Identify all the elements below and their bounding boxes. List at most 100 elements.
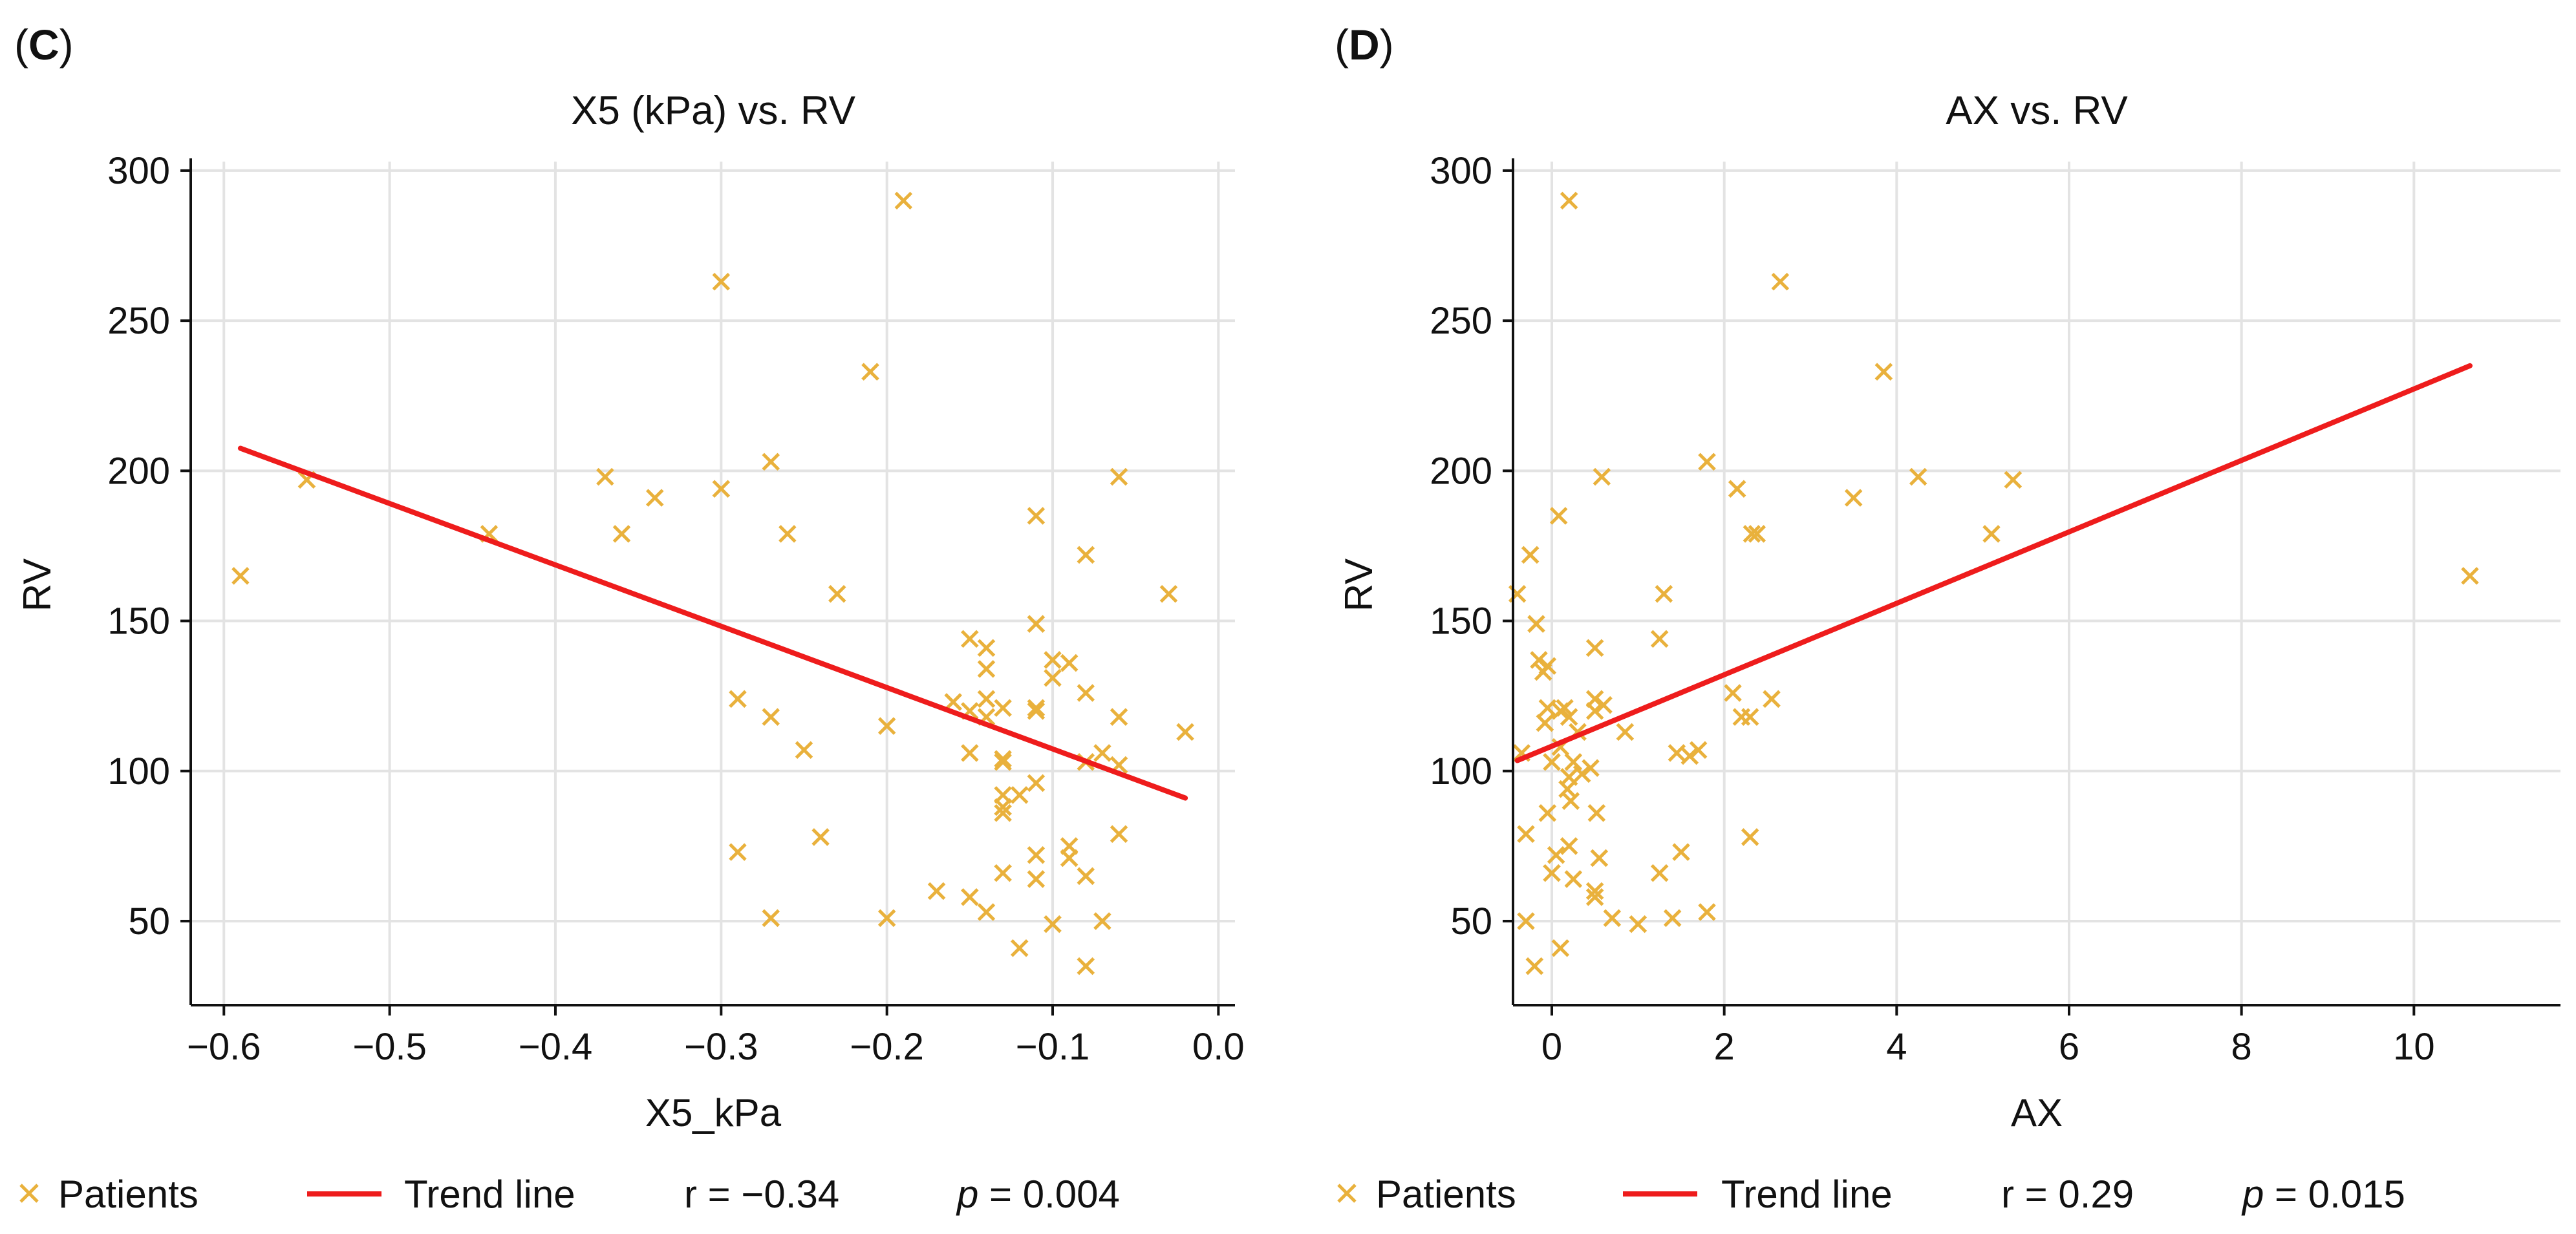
data-point xyxy=(828,584,846,603)
trend-line xyxy=(237,445,1188,801)
x-tick-label: −0.4 xyxy=(519,1026,593,1068)
data-point xyxy=(1077,867,1095,886)
x-tick-label: −0.1 xyxy=(1016,1026,1090,1068)
data-point xyxy=(1159,584,1178,603)
data-point xyxy=(2461,567,2479,585)
data-point xyxy=(977,639,996,657)
panel-d-x-label: AX xyxy=(2011,1091,2063,1134)
panel-d-grid xyxy=(1513,162,2560,1005)
data-point xyxy=(1663,909,1682,928)
x-tick-label: −0.5 xyxy=(352,1026,427,1068)
x-tick-label: −0.3 xyxy=(684,1026,758,1068)
data-point xyxy=(1110,825,1128,844)
data-point xyxy=(877,717,896,735)
data-point xyxy=(961,630,979,648)
panel-d-y-ticks: 50 100 150 200 250 300 xyxy=(1430,150,1513,942)
data-point xyxy=(1655,584,1673,603)
y-tick-label: 250 xyxy=(107,300,170,342)
data-point xyxy=(1564,870,1583,888)
panel-d-title: AX vs. RV xyxy=(1946,89,2128,133)
panel-c-x-ticks: −0.6 −0.5 −0.4 −0.3 −0.2 −0.1 0.0 xyxy=(187,1005,1245,1068)
data-point xyxy=(1572,765,1591,783)
panel-c-title: X5 (kPa) vs. RV xyxy=(571,89,856,133)
y-tick-label: 300 xyxy=(1430,150,1492,192)
data-point xyxy=(1564,753,1583,771)
data-point xyxy=(231,567,250,585)
x-tick-label: −0.6 xyxy=(187,1026,261,1068)
x-tick-label: 0.0 xyxy=(1192,1026,1245,1068)
data-point xyxy=(994,750,1012,768)
legend-patients-label: Patients xyxy=(58,1173,199,1216)
panel-c-grid xyxy=(191,162,1235,1005)
data-point xyxy=(861,363,879,381)
data-point xyxy=(927,882,946,900)
data-point xyxy=(1585,639,1604,657)
data-point xyxy=(1562,792,1580,810)
data-point xyxy=(1077,546,1095,564)
data-point xyxy=(1077,684,1095,702)
y-tick-label: 150 xyxy=(107,601,170,643)
data-point xyxy=(1530,651,1548,669)
data-point xyxy=(712,272,731,291)
data-point xyxy=(1527,615,1545,633)
data-point xyxy=(1060,849,1079,867)
x-tick-label: 2 xyxy=(1714,1026,1735,1068)
panel-c-y-ticks: 50 100 150 200 250 300 xyxy=(107,150,191,942)
data-point xyxy=(1763,690,1781,708)
panel-c-plot xyxy=(231,191,1194,975)
legend-trend-line-label: Trend line xyxy=(404,1173,575,1216)
data-point xyxy=(1044,669,1062,687)
data-point xyxy=(1874,363,1893,381)
data-point xyxy=(729,690,747,708)
data-point xyxy=(977,903,996,921)
x-tick-label: −0.2 xyxy=(850,1026,924,1068)
data-point xyxy=(1027,702,1046,720)
legend-patients-marker xyxy=(19,1184,39,1203)
panel-c-legend: Patients Trend line r = −0.34 p = 0.004 xyxy=(19,1173,1120,1216)
data-point xyxy=(1585,702,1604,720)
data-point xyxy=(1525,957,1544,975)
data-point xyxy=(1536,714,1554,732)
data-point xyxy=(1724,684,1742,702)
data-point xyxy=(1560,768,1578,786)
data-point xyxy=(795,741,813,760)
data-point xyxy=(961,744,979,762)
data-point xyxy=(994,864,1012,882)
panel-c-x-label: X5_kPa xyxy=(645,1091,782,1134)
data-point xyxy=(1603,909,1622,928)
data-point xyxy=(1616,723,1635,741)
data-point xyxy=(1844,489,1863,507)
data-point xyxy=(1010,786,1029,804)
data-point xyxy=(1517,825,1535,844)
data-point xyxy=(1538,657,1557,675)
data-point xyxy=(1728,480,1746,498)
data-point xyxy=(1027,615,1046,633)
panel-d-x-ticks: 0 2 4 6 8 10 xyxy=(1541,1005,2435,1068)
data-point xyxy=(778,525,797,543)
data-point xyxy=(1650,864,1669,882)
legend-patients-label: Patients xyxy=(1376,1173,1516,1216)
data-point xyxy=(762,909,780,928)
data-point xyxy=(1587,804,1606,822)
y-tick-label: 300 xyxy=(107,150,170,192)
data-point xyxy=(762,452,780,471)
data-point xyxy=(1582,759,1600,777)
y-tick-label: 250 xyxy=(1430,300,1492,342)
data-point xyxy=(1027,699,1046,717)
data-point xyxy=(994,798,1012,816)
data-point xyxy=(1110,708,1128,726)
data-point xyxy=(894,191,913,210)
data-point xyxy=(1689,741,1708,760)
data-point xyxy=(1771,272,1790,291)
data-point xyxy=(1547,846,1565,864)
data-point xyxy=(1010,939,1029,957)
data-point xyxy=(1044,651,1062,669)
data-point xyxy=(1560,708,1578,726)
legend-p-value: p = 0.004 xyxy=(956,1173,1120,1216)
y-tick-label: 100 xyxy=(1430,750,1492,793)
panel-c: (C) X5 (kPa) vs. RV −0.6 −0.5 −0.4 −0.3 −0.2… xyxy=(14,21,1245,1216)
data-point xyxy=(1672,843,1690,861)
data-point xyxy=(1027,846,1046,864)
y-tick-label: 100 xyxy=(107,750,170,793)
